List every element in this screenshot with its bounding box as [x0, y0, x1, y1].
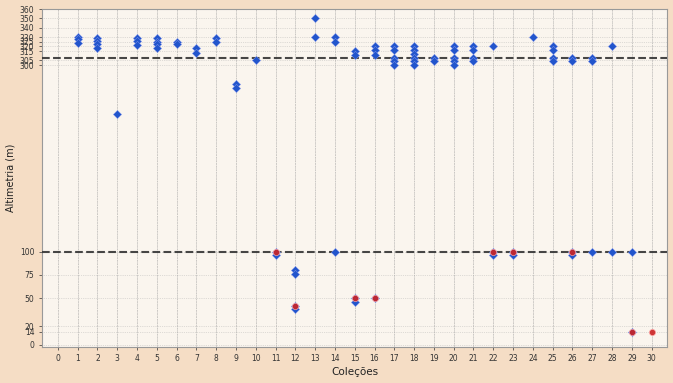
Point	[587, 54, 598, 61]
Point	[290, 303, 301, 309]
Point	[270, 249, 281, 255]
Point	[389, 54, 400, 61]
Point	[270, 249, 281, 255]
Point	[627, 329, 637, 335]
Point	[409, 47, 419, 53]
Point	[132, 43, 143, 49]
Point	[567, 252, 578, 258]
Point	[112, 110, 122, 116]
Point	[151, 35, 162, 41]
Point	[389, 58, 400, 64]
Point	[507, 249, 518, 255]
Point	[270, 252, 281, 258]
Point	[349, 295, 360, 301]
Point	[92, 45, 103, 51]
Point	[587, 58, 598, 64]
Point	[448, 62, 459, 68]
Point	[507, 252, 518, 258]
Point	[507, 249, 518, 255]
Point	[567, 54, 578, 61]
Point	[528, 34, 538, 40]
Point	[349, 299, 360, 305]
Point	[92, 38, 103, 44]
Point	[369, 47, 380, 53]
Point	[72, 39, 83, 46]
Point	[468, 54, 479, 61]
Point	[488, 43, 499, 49]
Point	[151, 45, 162, 51]
Point	[547, 47, 558, 53]
Point	[151, 41, 162, 47]
Point	[171, 41, 182, 47]
Point	[92, 41, 103, 47]
Point	[72, 34, 83, 40]
Point	[231, 85, 242, 92]
Point	[290, 306, 301, 313]
Point	[250, 57, 261, 64]
Point	[191, 50, 202, 56]
Point	[310, 15, 320, 21]
Point	[369, 295, 380, 301]
Point	[567, 249, 578, 255]
Point	[409, 62, 419, 68]
Point	[488, 249, 499, 255]
Point	[369, 52, 380, 58]
Point	[349, 295, 360, 301]
Point	[488, 252, 499, 258]
Point	[606, 43, 617, 49]
Point	[72, 36, 83, 42]
Point	[448, 54, 459, 61]
Point	[409, 54, 419, 61]
Point	[349, 48, 360, 54]
Point	[330, 34, 341, 40]
Point	[290, 271, 301, 277]
Point	[92, 35, 103, 41]
Point	[330, 39, 341, 45]
Point	[132, 38, 143, 44]
Point	[646, 329, 657, 335]
Point	[330, 249, 341, 255]
Point	[231, 80, 242, 87]
Point	[369, 295, 380, 301]
Point	[448, 47, 459, 53]
Point	[468, 58, 479, 64]
Point	[211, 39, 221, 45]
Point	[409, 43, 419, 49]
Point	[211, 35, 221, 41]
Point	[389, 43, 400, 49]
Point	[547, 58, 558, 64]
Point	[369, 43, 380, 49]
Point	[567, 249, 578, 255]
Point	[488, 249, 499, 255]
Point	[290, 303, 301, 309]
Point	[310, 34, 320, 40]
Point	[567, 58, 578, 64]
Point	[151, 39, 162, 45]
Point	[547, 54, 558, 61]
Point	[627, 329, 637, 335]
Point	[389, 62, 400, 68]
Point	[409, 58, 419, 64]
Point	[448, 43, 459, 49]
Y-axis label: Altimetria (m): Altimetria (m)	[5, 144, 15, 212]
Point	[290, 267, 301, 273]
Point	[468, 47, 479, 53]
Point	[448, 58, 459, 64]
Point	[349, 52, 360, 58]
Point	[389, 47, 400, 53]
Point	[468, 43, 479, 49]
Point	[429, 54, 439, 61]
X-axis label: Coleções: Coleções	[331, 367, 378, 377]
Point	[132, 35, 143, 41]
Point	[547, 43, 558, 49]
Point	[429, 58, 439, 64]
Point	[627, 249, 637, 255]
Point	[409, 51, 419, 57]
Point	[171, 39, 182, 45]
Point	[587, 249, 598, 255]
Point	[191, 45, 202, 51]
Point	[606, 249, 617, 255]
